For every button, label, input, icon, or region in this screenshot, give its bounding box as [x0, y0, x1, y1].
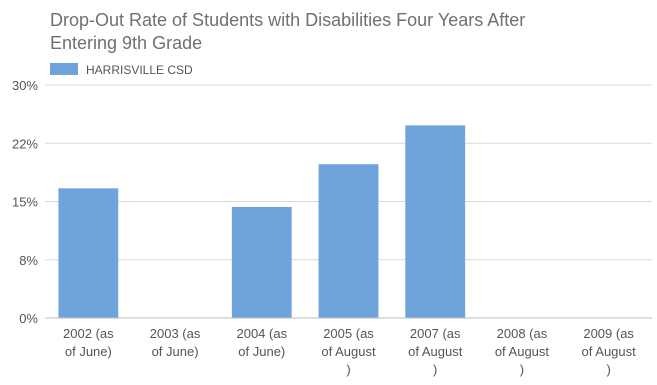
bar — [231, 206, 292, 318]
legend-swatch — [50, 63, 78, 75]
x-tick-label: 2004 (as of June) — [236, 326, 287, 359]
y-tick-label: 22% — [12, 136, 38, 151]
y-tick-label: 0% — [19, 311, 38, 326]
bar — [405, 125, 466, 319]
chart-title: Drop-Out Rate of Students with Disabilit… — [50, 10, 525, 53]
x-axis-labels: 2002 (as of June) 2003 (as of June) 2004 (as… — [63, 326, 636, 377]
y-tick-label: 30% — [12, 78, 38, 93]
x-tick-label: 2008 (as of August) — [495, 326, 550, 377]
legend: HARRISVILLE CSD — [50, 63, 193, 77]
legend-label: HARRISVILLE CSD — [86, 63, 193, 77]
x-tick-label: 2002 (as of June) — [63, 326, 114, 359]
bar — [58, 188, 119, 318]
y-tick-label: 8% — [19, 253, 38, 268]
bars — [58, 125, 466, 319]
x-tick-label: 2003 (as of June) — [150, 326, 201, 359]
chart-title-line: Entering 9th Grade — [50, 33, 202, 53]
x-tick-label: 2005 (as of August) — [321, 326, 376, 377]
chart-title-line: Drop-Out Rate of Students with Disabilit… — [50, 10, 525, 30]
x-tick-label: 2009 (as of August) — [582, 326, 637, 377]
y-tick-label: 15% — [12, 195, 38, 210]
bar — [318, 164, 379, 318]
y-axis-ticks: 0% 8% 15% 22% 30% — [12, 78, 38, 326]
x-tick-label: 2007 (as of August) — [408, 326, 463, 377]
